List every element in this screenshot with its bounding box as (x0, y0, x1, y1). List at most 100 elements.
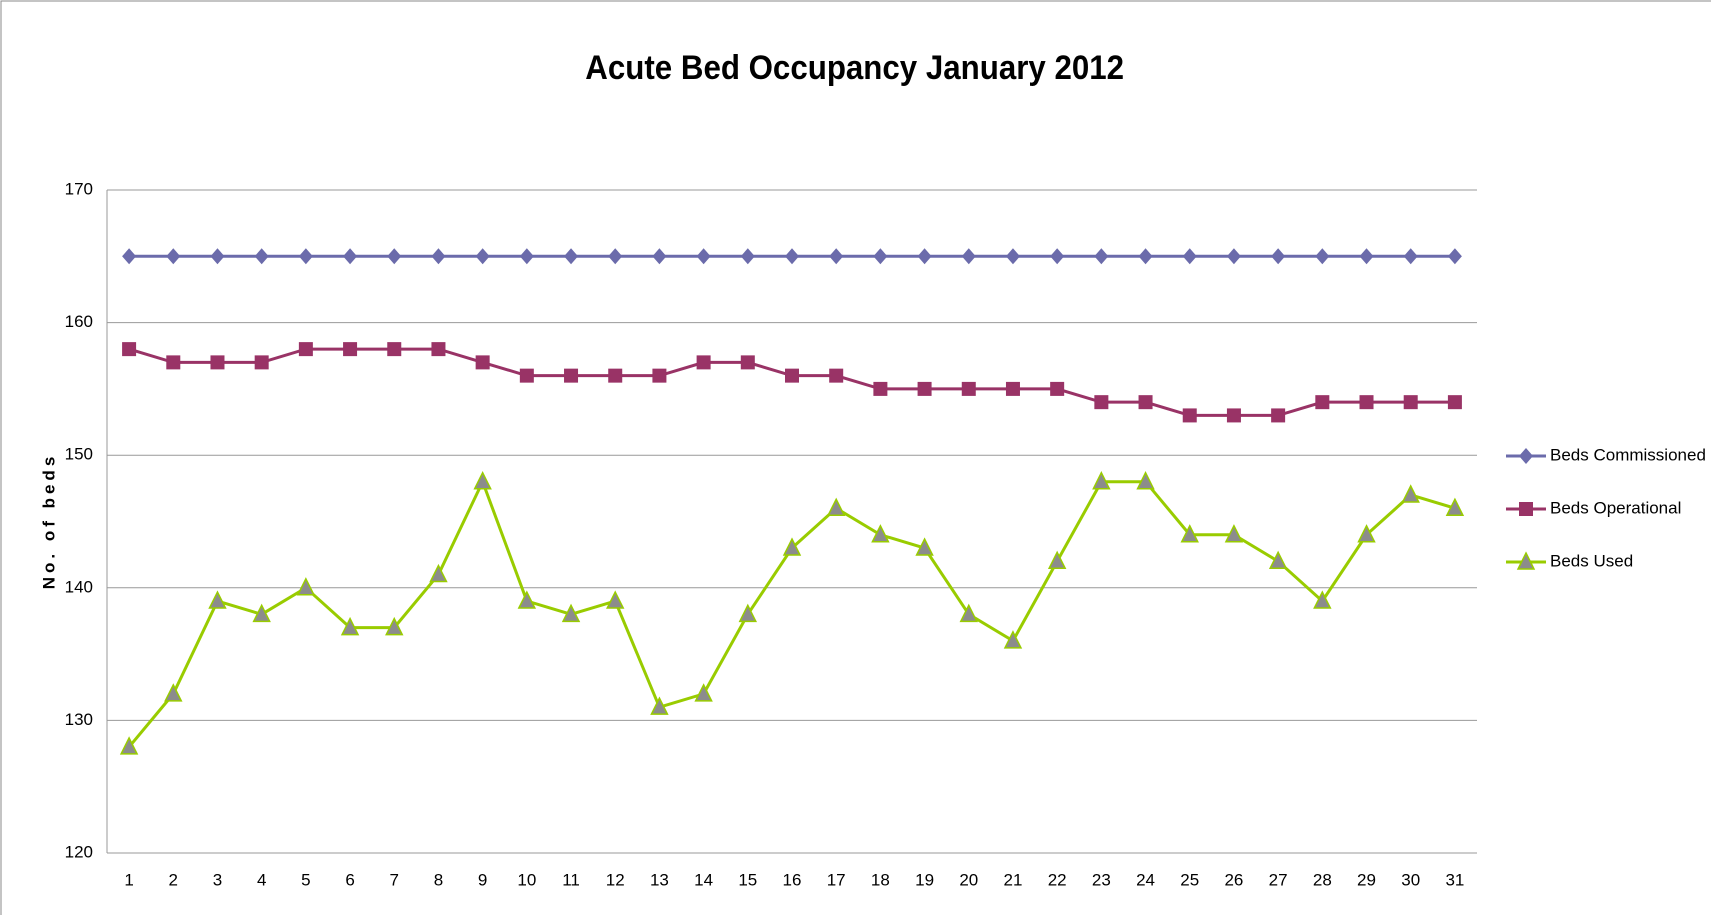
data-point (1359, 248, 1374, 265)
x-tick-label: 9 (478, 870, 487, 889)
data-point (740, 355, 755, 370)
data-point (519, 248, 534, 265)
data-point (873, 248, 888, 265)
x-tick-label: 14 (694, 870, 713, 889)
x-tick-label: 15 (738, 870, 757, 889)
data-point (298, 248, 313, 265)
x-tick-label: 7 (390, 870, 399, 889)
data-point (873, 381, 888, 396)
x-tick-label: 27 (1269, 870, 1288, 889)
data-point (387, 342, 402, 357)
data-point (473, 471, 492, 490)
x-tick-label: 1 (124, 870, 133, 889)
data-point (1359, 395, 1374, 410)
data-point (1268, 550, 1288, 570)
legend-label: Beds Commissioned (1550, 445, 1706, 464)
x-tick-label: 8 (434, 870, 443, 889)
data-point (1050, 381, 1065, 396)
data-point (917, 381, 932, 396)
data-point (785, 248, 799, 265)
data-point (1445, 497, 1465, 516)
y-tick-label: 140 (65, 577, 93, 596)
data-point (1136, 471, 1155, 490)
x-tick-label: 4 (257, 870, 266, 889)
x-tick-label: 30 (1401, 870, 1420, 889)
legend-label: Beds Operational (1550, 498, 1681, 517)
data-point (826, 497, 846, 516)
data-point (564, 248, 579, 265)
data-point (208, 590, 227, 609)
data-point (1226, 248, 1241, 265)
data-point (164, 683, 183, 702)
data-point (1401, 484, 1420, 503)
y-tick-label: 120 (65, 842, 93, 861)
data-point (431, 248, 446, 265)
data-point (475, 248, 490, 265)
x-tick-label: 13 (650, 870, 669, 889)
data-point (1050, 248, 1065, 265)
data-point (608, 368, 623, 383)
x-tick-label: 31 (1445, 870, 1464, 889)
data-point (343, 248, 358, 265)
data-point (343, 342, 358, 357)
x-tick-label: 17 (827, 870, 846, 889)
data-point (298, 342, 313, 357)
data-point (650, 696, 669, 715)
legend-marker (1519, 448, 1533, 464)
x-tick-label: 19 (915, 870, 934, 889)
data-point (961, 381, 976, 396)
data-point (694, 683, 713, 702)
data-point (652, 368, 667, 383)
x-tick-label: 20 (959, 870, 978, 889)
y-tick-label: 130 (65, 710, 93, 729)
data-point (740, 248, 755, 265)
data-point (210, 355, 225, 370)
data-point (519, 368, 534, 383)
data-point (254, 248, 269, 265)
y-tick-label: 160 (65, 312, 93, 331)
data-point (254, 355, 269, 370)
data-point (608, 248, 623, 265)
x-tick-label: 25 (1180, 870, 1199, 889)
data-point (1271, 408, 1286, 423)
legend-marker (1516, 551, 1536, 570)
data-point (1180, 524, 1199, 543)
y-tick-label: 170 (65, 179, 93, 198)
data-point (871, 524, 890, 543)
data-point (1094, 248, 1109, 265)
data-point (1094, 395, 1109, 410)
data-point (1138, 248, 1153, 265)
data-point (785, 368, 799, 383)
data-point (696, 248, 711, 265)
data-point (561, 603, 581, 623)
y-tick-label: 150 (65, 445, 93, 464)
data-point (1092, 471, 1111, 490)
data-point (829, 368, 844, 383)
x-tick-label: 10 (517, 870, 536, 889)
data-point (252, 603, 271, 623)
x-tick-label: 16 (783, 870, 802, 889)
data-point (340, 616, 360, 636)
x-tick-label: 18 (871, 870, 890, 889)
data-point (829, 248, 844, 265)
data-point (1138, 395, 1153, 410)
x-tick-label: 29 (1357, 870, 1376, 889)
data-point (961, 248, 976, 265)
data-point (1403, 248, 1418, 265)
data-point (652, 248, 667, 265)
data-point (1005, 381, 1020, 396)
data-point (296, 577, 316, 596)
x-tick-label: 23 (1092, 870, 1111, 889)
data-point (1271, 248, 1286, 265)
data-point (1315, 248, 1330, 265)
x-tick-label: 11 (562, 870, 580, 889)
x-tick-label: 3 (213, 870, 222, 889)
data-point (738, 603, 758, 623)
x-tick-label: 12 (606, 870, 625, 889)
data-point (517, 590, 537, 609)
data-point (606, 590, 625, 609)
data-point (1224, 524, 1244, 543)
data-point (1047, 550, 1067, 570)
